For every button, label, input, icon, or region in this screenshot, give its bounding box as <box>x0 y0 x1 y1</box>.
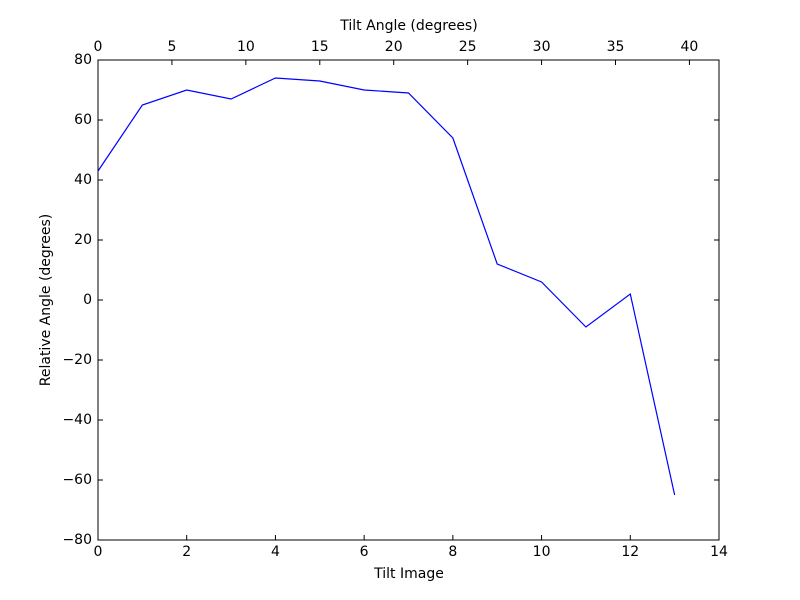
y-axis-label: Relative Angle (degrees) <box>38 214 54 386</box>
x2-tick-label: 35 <box>607 39 625 55</box>
x-tick-label: 8 <box>448 544 457 560</box>
y-tick-label: −60 <box>62 472 92 488</box>
x2-tick-label: 10 <box>237 39 255 55</box>
x2-tick-label: 15 <box>311 39 329 55</box>
x2-tick-label: 20 <box>385 39 403 55</box>
data-line <box>97 77 676 496</box>
x-tick-label: 10 <box>533 544 551 560</box>
y-tick-label: 20 <box>74 232 92 248</box>
y-tick-label: −40 <box>62 412 92 428</box>
y-tick-label: 0 <box>83 292 92 308</box>
x2-tick-label: 5 <box>167 39 176 55</box>
x2-axis-label: Tilt Angle (degrees) <box>339 18 477 34</box>
x2-tick-label: 30 <box>533 39 551 55</box>
x2-tick-label: 40 <box>681 39 699 55</box>
x-tick-label: 6 <box>360 544 369 560</box>
x-tick-label: 12 <box>621 544 639 560</box>
x2-tick-label: 0 <box>94 39 103 55</box>
x-tick-label: 0 <box>94 544 103 560</box>
x-tick-label: 14 <box>710 544 728 560</box>
x-tick-label: 2 <box>182 544 191 560</box>
y-tick-label: 40 <box>74 172 92 188</box>
y-tick-label: 80 <box>74 52 92 68</box>
x-axis-label: Tilt Image <box>373 566 444 582</box>
x-tick-label: 4 <box>271 544 280 560</box>
y-tick-label: 60 <box>74 112 92 128</box>
y-tick-label: −20 <box>62 352 92 368</box>
y-tick-label: −80 <box>62 532 92 548</box>
x2-tick-label: 25 <box>459 39 477 55</box>
